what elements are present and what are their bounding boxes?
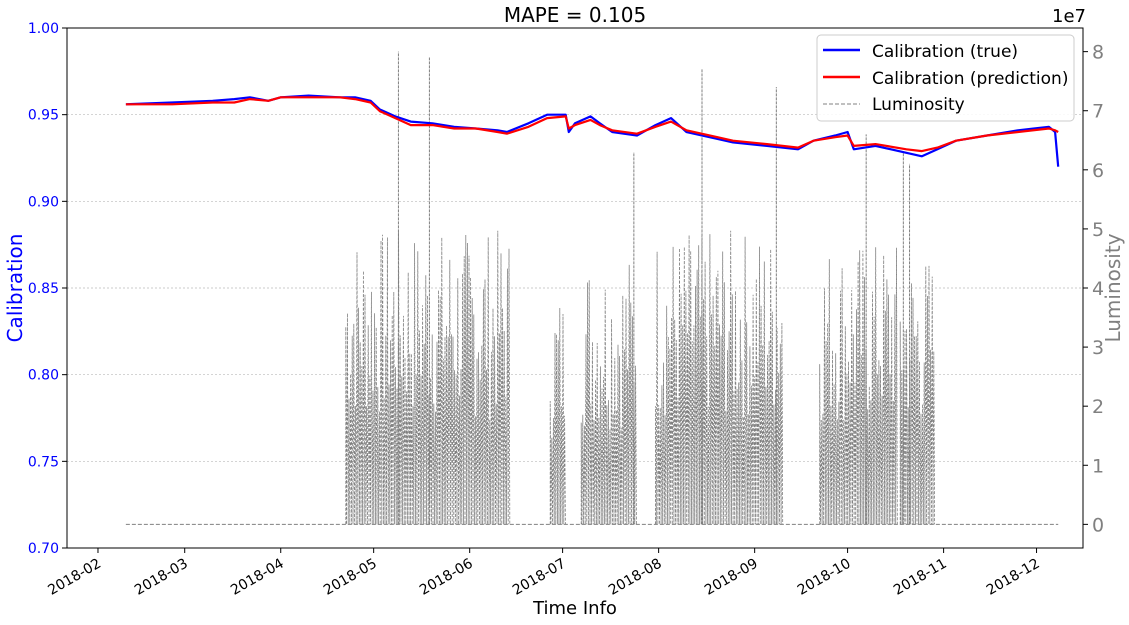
x-tick-label: 2018-08 xyxy=(606,556,665,599)
y-axis-right-ticks: 0 1 2 3 4 5 6 7 8 xyxy=(1083,42,1104,536)
x-tick-label: 2018-12 xyxy=(984,556,1043,599)
legend-label-prediction: Calibration (prediction) xyxy=(872,69,1068,89)
y-left-tick-label: 0.75 xyxy=(28,454,59,470)
y-right-tick-label: 6 xyxy=(1092,160,1104,182)
y-left-tick-label: 0.80 xyxy=(28,368,59,384)
x-tick-label: 2018-10 xyxy=(795,556,854,599)
y-right-tick-label: 1 xyxy=(1092,455,1104,477)
luminosity-burst xyxy=(580,264,637,525)
y-left-tick-label: 0.70 xyxy=(28,541,59,557)
chart-title: MAPE = 0.105 xyxy=(504,3,646,27)
right-axis-multiplier: 1e7 xyxy=(1052,6,1086,27)
y-right-tick-label: 7 xyxy=(1092,101,1104,123)
legend-label-luminosity: Luminosity xyxy=(872,95,965,115)
x-axis-ticks: 2018-02 2018-03 2018-04 2018-05 2018-06 2018-… xyxy=(45,548,1043,599)
luminosity-burst xyxy=(655,230,784,525)
y-left-tick-label: 1.00 xyxy=(28,21,59,37)
legend-box xyxy=(816,34,1075,122)
x-tick-label: 2018-11 xyxy=(891,556,950,599)
luminosity-burst xyxy=(345,230,511,525)
y-left-tick-label: 0.95 xyxy=(28,108,59,124)
x-tick-label: 2018-06 xyxy=(417,556,476,599)
x-tick-label: 2018-03 xyxy=(132,556,191,599)
y-left-tick-label: 0.90 xyxy=(28,194,59,210)
y-right-tick-label: 5 xyxy=(1092,219,1104,241)
x-tick-label: 2018-05 xyxy=(321,556,380,599)
calibration-prediction-line xyxy=(125,96,1059,153)
y-left-tick-label: 0.85 xyxy=(28,281,59,297)
x-tick-label: 2018-04 xyxy=(228,556,287,599)
y-right-tick-label: 0 xyxy=(1092,514,1104,536)
legend-label-true: Calibration (true) xyxy=(872,42,1018,62)
luminosity-burst xyxy=(899,265,935,525)
legend: Calibration (true) Calibration (predicti… xyxy=(816,34,1075,122)
y-axis-left-label: Calibration xyxy=(3,234,27,343)
calibration-series xyxy=(125,94,1060,167)
y-right-tick-label: 3 xyxy=(1092,337,1104,359)
luminosity-series xyxy=(125,51,1059,525)
x-tick-label: 2018-09 xyxy=(702,556,761,599)
luminosity-burst xyxy=(549,307,566,525)
x-tick-label: 2018-07 xyxy=(510,556,569,599)
y-right-tick-label: 8 xyxy=(1092,42,1104,64)
y-right-tick-label: 4 xyxy=(1092,278,1104,300)
x-tick-label: 2018-02 xyxy=(45,556,104,599)
x-axis-label: Time Info xyxy=(532,598,617,619)
y-axis-left-ticks: 0.70 0.75 0.80 0.85 0.90 0.95 1.00 xyxy=(28,21,67,557)
y-axis-right-label: Luminosity xyxy=(1101,233,1125,342)
y-right-tick-label: 2 xyxy=(1092,396,1104,418)
luminosity-burst xyxy=(819,247,898,525)
